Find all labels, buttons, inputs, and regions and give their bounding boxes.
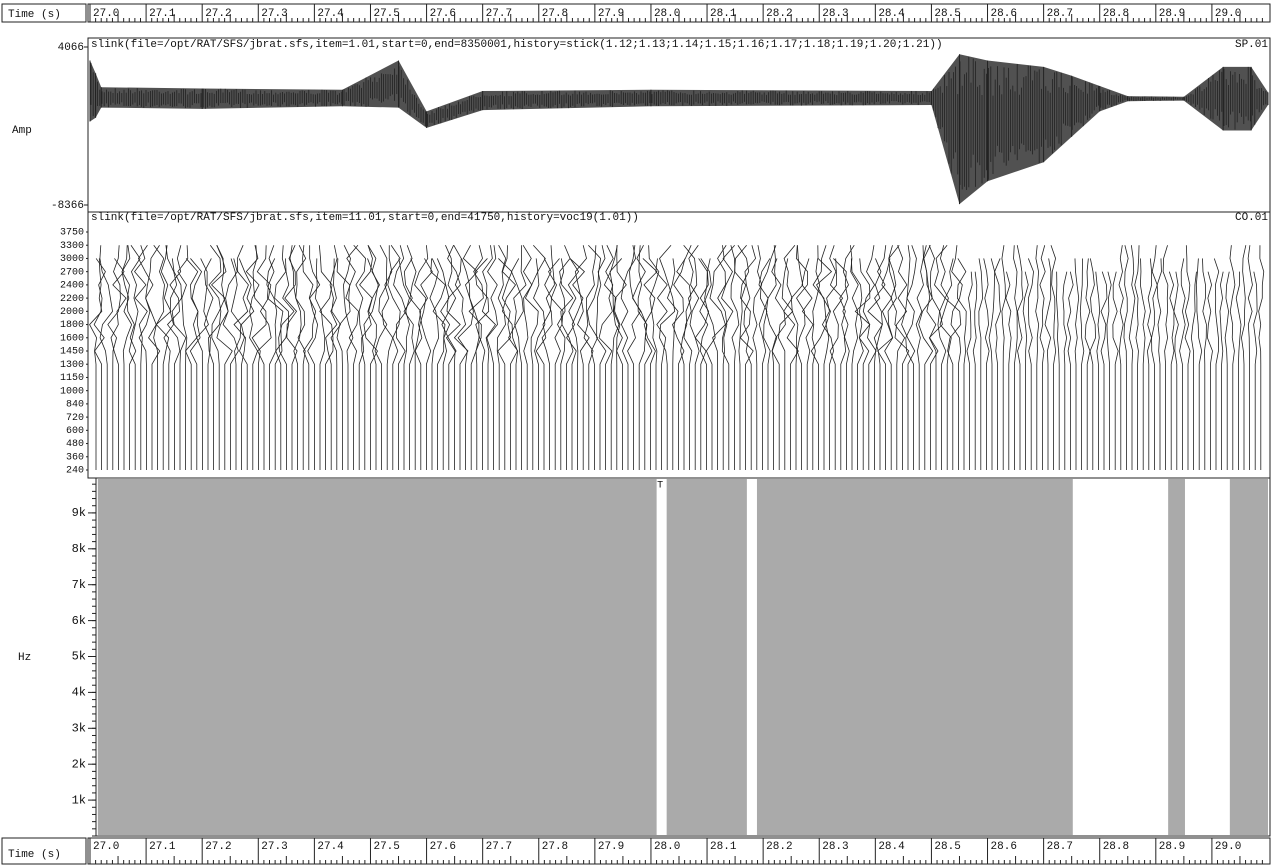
energy-region xyxy=(757,479,1073,835)
time-tick-label: 27.3 xyxy=(261,841,287,853)
time-tick-label: 28.5 xyxy=(934,841,960,853)
time-tick-label: 28.4 xyxy=(878,841,905,853)
hz-tick-label: 9k xyxy=(72,506,86,520)
time-tick-label: 28.2 xyxy=(766,8,792,20)
channel-label: 2400 xyxy=(60,281,84,292)
time-tick-label: 28.3 xyxy=(822,8,848,20)
channel-label: 2700 xyxy=(60,267,84,278)
time-tick-label: 28.3 xyxy=(822,841,848,853)
time-tick-label: 27.3 xyxy=(261,8,287,20)
channel-label: 1450 xyxy=(60,347,84,358)
time-axis-label: Time (s) xyxy=(8,849,61,861)
channel-label: 1300 xyxy=(60,360,84,371)
amp-tick-label: 4066 xyxy=(58,42,84,54)
channel-label: 720 xyxy=(66,413,84,424)
time-tick-label: 27.6 xyxy=(430,841,456,853)
hz-label: Hz xyxy=(18,652,31,664)
waveform-channel: SP.01 xyxy=(1235,39,1268,51)
time-tick-label: 28.6 xyxy=(991,841,1017,853)
vocoder-title: slink(file=/opt/RAT/SFS/jbrat.sfs,item=1… xyxy=(91,212,639,224)
time-tick-label: 28.1 xyxy=(710,841,737,853)
channel-label: 2200 xyxy=(60,294,84,305)
sfs-display: Time (s) Time (s) slink(file=/opt/RAT/SF… xyxy=(0,0,1280,868)
hz-tick-label: 5k xyxy=(72,650,86,664)
time-tick-label: 27.2 xyxy=(205,8,231,20)
hz-tick-label: 8k xyxy=(72,542,86,556)
time-tick-label: 29.0 xyxy=(1215,841,1241,853)
channel-label: 1000 xyxy=(60,386,84,397)
channel-label: 3750 xyxy=(60,228,84,239)
time-tick-label: 27.7 xyxy=(486,841,512,853)
hz-tick-label: 2k xyxy=(72,757,86,771)
time-tick-label: 28.6 xyxy=(991,8,1017,20)
energy-region xyxy=(667,479,747,835)
time-tick-label: 28.7 xyxy=(1047,8,1073,20)
channel-label: 360 xyxy=(66,452,84,463)
time-tick-label: 27.4 xyxy=(317,841,344,853)
time-tick-label: 28.9 xyxy=(1159,8,1185,20)
channel-label: 1150 xyxy=(60,373,84,384)
time-tick-label: 28.7 xyxy=(1047,841,1073,853)
hz-tick-label: 3k xyxy=(72,721,86,735)
time-tick-label: 27.7 xyxy=(486,8,512,20)
time-tick-label: 27.8 xyxy=(542,841,568,853)
time-tick-label: 28.2 xyxy=(766,841,792,853)
time-tick-label: 29.0 xyxy=(1215,8,1241,20)
time-tick-label: 28.8 xyxy=(1103,841,1129,853)
time-tick-label: 28.0 xyxy=(654,8,680,20)
time-tick-label: 27.5 xyxy=(373,841,399,853)
marker-label: T xyxy=(657,481,663,492)
hz-tick-label: 1k xyxy=(72,793,86,807)
energy-region xyxy=(98,479,657,835)
time-tick-label: 27.1 xyxy=(149,841,176,853)
time-tick-label: 27.9 xyxy=(598,8,624,20)
channel-label: 3300 xyxy=(60,241,84,252)
hz-tick-label: 7k xyxy=(72,578,86,592)
time-axis-label: Time (s) xyxy=(8,9,61,21)
vocoder-channel: CO.01 xyxy=(1235,212,1268,224)
channel-label: 2000 xyxy=(60,307,84,318)
channel-label: 1600 xyxy=(60,333,84,344)
time-tick-label: 27.5 xyxy=(373,8,399,20)
hz-tick-label: 6k xyxy=(72,614,86,628)
time-tick-label: 28.8 xyxy=(1103,8,1129,20)
time-tick-label: 28.0 xyxy=(654,841,680,853)
time-tick-label: 28.5 xyxy=(934,8,960,20)
energy-region xyxy=(1168,479,1185,835)
channel-label: 480 xyxy=(66,439,84,450)
hz-tick-label: 4k xyxy=(72,686,86,700)
channel-label: 1800 xyxy=(60,320,84,331)
energy-region xyxy=(1230,479,1268,835)
amp-label: Amp xyxy=(12,125,32,137)
time-tick-label: 28.9 xyxy=(1159,841,1185,853)
time-tick-label: 27.9 xyxy=(598,841,624,853)
time-tick-label: 27.8 xyxy=(542,8,568,20)
channel-label: 240 xyxy=(66,466,84,477)
time-tick-label: 27.6 xyxy=(430,8,456,20)
amp-tick-label: -8366 xyxy=(51,200,84,212)
channel-label: 3000 xyxy=(60,254,84,265)
time-tick-label: 27.2 xyxy=(205,841,231,853)
channel-label: 840 xyxy=(66,400,84,411)
waveform-title: slink(file=/opt/RAT/SFS/jbrat.sfs,item=1… xyxy=(91,39,943,51)
channel-label: 600 xyxy=(66,426,84,437)
time-tick-label: 27.0 xyxy=(93,8,119,20)
time-tick-label: 27.0 xyxy=(93,841,119,853)
